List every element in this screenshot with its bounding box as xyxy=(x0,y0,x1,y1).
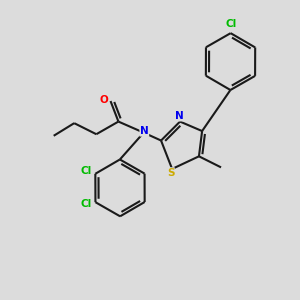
Text: N: N xyxy=(140,126,149,136)
Text: O: O xyxy=(99,95,108,105)
Text: N: N xyxy=(175,111,184,121)
Text: Cl: Cl xyxy=(225,19,236,29)
Text: Cl: Cl xyxy=(80,166,92,176)
Text: Cl: Cl xyxy=(80,199,92,209)
Text: S: S xyxy=(167,168,174,178)
